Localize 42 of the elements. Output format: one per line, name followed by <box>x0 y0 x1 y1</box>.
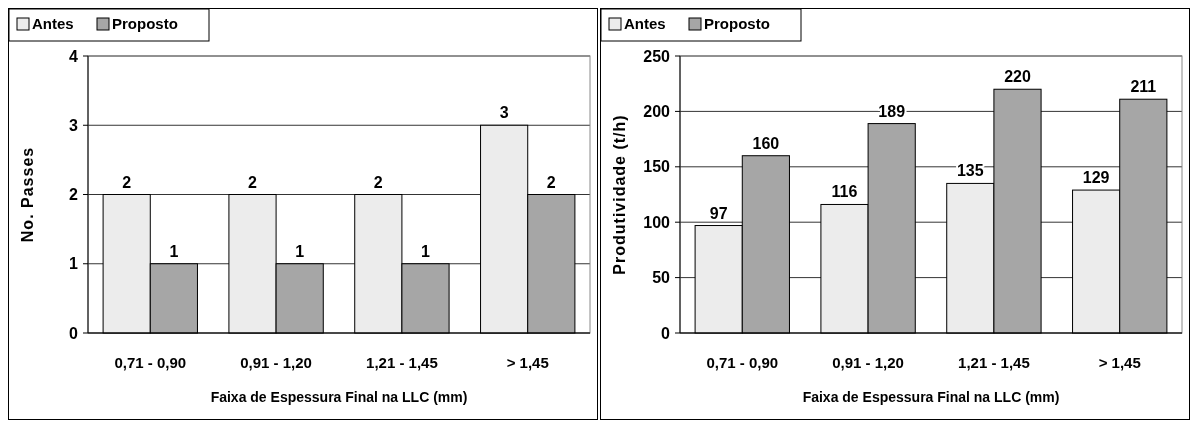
y-tick-label: 0 <box>69 324 79 342</box>
data-label: 129 <box>1082 169 1110 187</box>
y-tick-label: 150 <box>643 158 671 176</box>
y-tick-label: 0 <box>661 324 671 342</box>
data-label: 220 <box>1004 68 1031 86</box>
x-tick-label: > 1,45 <box>1098 354 1141 371</box>
data-label: 1 <box>295 242 305 260</box>
y-axis-title: No. Passes <box>19 146 36 243</box>
data-label: 2 <box>248 173 258 191</box>
x-axis-title: Faixa de Espessura Final na LLC (mm) <box>802 389 1060 405</box>
data-label: 160 <box>752 134 780 152</box>
legend-label: Proposto <box>704 15 770 32</box>
x-tick-label: 1,21 - 1,45 <box>366 354 438 371</box>
legend-label: Antes <box>32 15 74 32</box>
y-tick-label: 200 <box>643 103 671 120</box>
y-tick-label: 3 <box>69 116 79 134</box>
y-tick-label: 1 <box>69 255 79 273</box>
data-label: 2 <box>122 173 132 191</box>
x-tick-label: > 1,45 <box>506 354 549 371</box>
data-label: 116 <box>831 183 858 201</box>
legend-label: Proposto <box>112 15 178 32</box>
x-tick-label: 0,71 - 0,90 <box>114 354 187 371</box>
x-axis-title: Faixa de Espessura Final na LLC (mm) <box>210 389 468 405</box>
data-label: 3 <box>499 104 509 122</box>
data-label: 211 <box>1130 78 1157 96</box>
x-tick-label: 1,21 - 1,45 <box>958 354 1030 371</box>
y-tick-label: 250 <box>643 47 671 65</box>
y-tick-label: 2 <box>69 186 79 204</box>
x-tick-label: 0,91 - 1,20 <box>240 354 312 371</box>
data-label: 2 <box>373 173 383 191</box>
data-label: 1 <box>169 242 179 260</box>
y-tick-label: 50 <box>652 269 671 287</box>
legend-label: Antes <box>624 15 666 32</box>
x-tick-label: 0,91 - 1,20 <box>832 354 904 371</box>
x-tick-label: 0,71 - 0,90 <box>706 354 779 371</box>
data-label: 135 <box>956 162 984 180</box>
y-tick-label: 4 <box>69 47 79 65</box>
data-label: 2 <box>546 173 556 191</box>
y-axis-title: Produtividade (t/h) <box>611 114 628 275</box>
y-tick-label: 100 <box>643 213 671 231</box>
data-label: 1 <box>421 242 431 260</box>
data-label: 97 <box>709 204 728 222</box>
